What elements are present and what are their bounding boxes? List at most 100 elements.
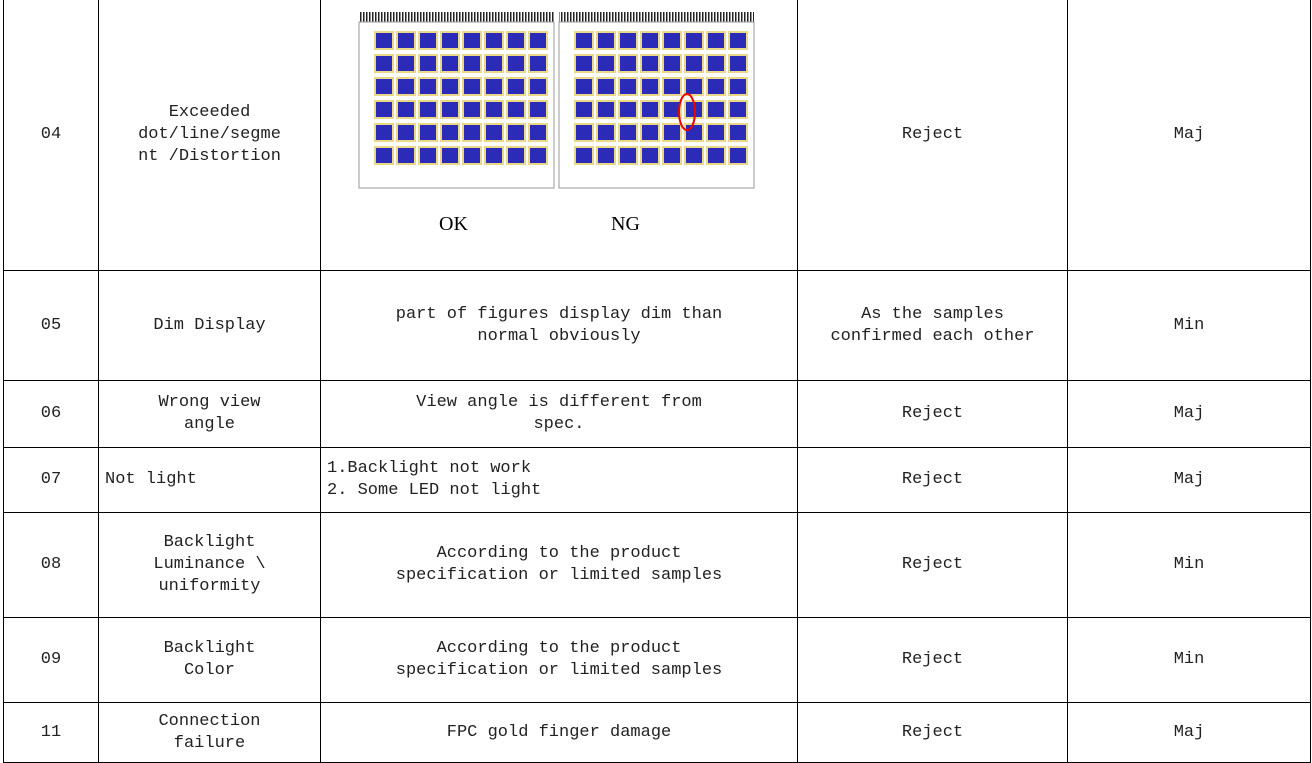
pixel: [640, 77, 660, 96]
table-row: 05 Dim Display part of figures display dim…: [3, 270, 1311, 381]
pixel: [574, 123, 594, 142]
pixel: [506, 123, 526, 142]
pixel: [596, 77, 616, 96]
criteria-cell: FPC gold finger damage: [320, 702, 798, 763]
criteria-cell: View angle is different from spec.: [320, 380, 798, 448]
class-cell: Maj: [1067, 380, 1311, 448]
pixel: [484, 146, 504, 165]
pixel: [528, 146, 548, 165]
pixel: [728, 31, 748, 50]
cell-line: dot/line/segme: [138, 125, 281, 144]
criteria-cell: According to the product specification or…: [320, 617, 798, 703]
pixel: [662, 54, 682, 73]
pixel: [706, 77, 726, 96]
class-cell: Min: [1067, 270, 1311, 381]
pixel: [374, 31, 394, 50]
pixel: [418, 146, 438, 165]
pixel: [640, 100, 660, 119]
table-body: 04 Exceeded dot/line/segme nt /Distortion OK…: [3, 0, 1311, 763]
pixel: [706, 54, 726, 73]
pixel: [418, 100, 438, 119]
pixel: [618, 123, 638, 142]
pixel: [528, 31, 548, 50]
cell-line: Not light: [105, 470, 197, 489]
cell-line: According to the product: [436, 544, 682, 563]
judgement-cell: Reject: [797, 0, 1068, 271]
pixel: [706, 31, 726, 50]
pixel: [574, 31, 594, 50]
cell-line: Luminance \: [153, 555, 266, 574]
pixel: [574, 146, 594, 165]
image-caption: OK: [439, 213, 468, 235]
pixel: [374, 54, 394, 73]
pixel: [462, 77, 482, 96]
no-cell: 04: [3, 0, 99, 271]
item-cell: Backlight Luminance \ uniformity: [98, 512, 321, 618]
pixel: [662, 146, 682, 165]
pixel: [684, 123, 704, 142]
cell-line: Color: [183, 661, 235, 680]
cell-line: View angle is different from: [416, 393, 702, 412]
pixel: [706, 146, 726, 165]
criteria-cell: 1.Backlight not work 2. Some LED not ligh…: [320, 447, 798, 513]
pixel: [618, 31, 638, 50]
cell-line: nt /Distortion: [138, 147, 281, 166]
pixel: [440, 100, 460, 119]
no-cell: 11: [3, 702, 99, 763]
cell-line: Wrong view: [158, 393, 261, 412]
pixel: [596, 146, 616, 165]
table-row: 06 Wrong view angle View angle is different…: [3, 380, 1311, 448]
pixel: [684, 54, 704, 73]
cell-line: According to the product: [436, 639, 682, 658]
cell-line: Reject: [901, 650, 964, 669]
pixel: [396, 123, 416, 142]
pixel: [418, 54, 438, 73]
table-row: 04 Exceeded dot/line/segme nt /Distortion OK…: [3, 0, 1311, 271]
pixel: [662, 31, 682, 50]
pixel: [596, 123, 616, 142]
class-cell: Maj: [1067, 702, 1311, 763]
pixel: [418, 77, 438, 96]
no-cell: 05: [3, 270, 99, 381]
no-cell: 09: [3, 617, 99, 703]
pixel: [640, 31, 660, 50]
pixel: [506, 77, 526, 96]
table-row: 11 Connection failure FPC gold finger damag…: [3, 702, 1311, 763]
cell-line: Reject: [901, 470, 964, 489]
cell-line: Reject: [901, 722, 964, 742]
cell-line: Connection: [158, 711, 261, 731]
class-cell: Maj: [1067, 0, 1311, 271]
defect-mark: [678, 93, 696, 131]
cell-line: Exceeded: [168, 103, 251, 122]
item-cell: Exceeded dot/line/segme nt /Distortion: [98, 0, 321, 271]
pixel: [440, 123, 460, 142]
judgement-cell: Reject: [797, 617, 1068, 703]
pixel: [728, 146, 748, 165]
judgement-cell: As the samples confirmed each other: [797, 270, 1068, 381]
pixel: [374, 123, 394, 142]
pixel: [506, 100, 526, 119]
pixel: [574, 100, 594, 119]
pixel: [618, 146, 638, 165]
pixel: [662, 123, 682, 142]
pixel: [662, 100, 682, 119]
table-row: 09 Backlight Color According to the product…: [3, 617, 1311, 703]
item-cell: Connection failure: [98, 702, 321, 763]
pixel: [396, 146, 416, 165]
pixel: [506, 31, 526, 50]
cell-line: Reject: [901, 125, 964, 144]
cell-line: normal obviously: [477, 326, 641, 346]
pixel: [596, 100, 616, 119]
pixel: [640, 123, 660, 142]
cell-line: angle: [183, 415, 235, 434]
pixel: [528, 100, 548, 119]
judgement-cell: Reject: [797, 512, 1068, 618]
pixel: [418, 123, 438, 142]
pixel: [396, 31, 416, 50]
cell-line: Reject: [901, 555, 964, 574]
pixel: [684, 146, 704, 165]
judgement-cell: Reject: [797, 380, 1068, 448]
panel-connector: [559, 12, 754, 22]
pixel: [440, 31, 460, 50]
pixel: [506, 146, 526, 165]
